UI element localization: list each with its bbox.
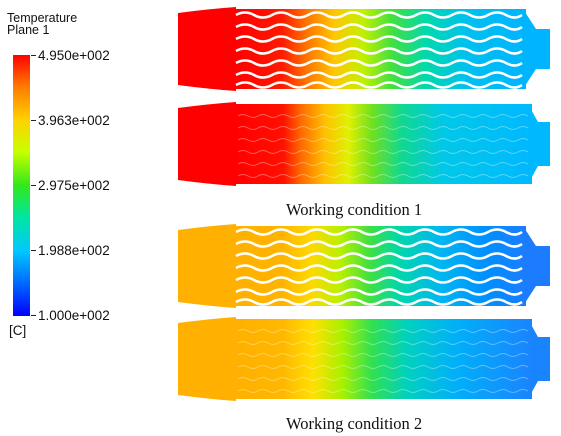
colorbar-label-max: 4.950e+002 bbox=[38, 48, 110, 63]
legend-quantity: Temperature bbox=[7, 11, 78, 25]
colorbar-label: 1.988e+002 bbox=[38, 243, 110, 258]
temperature-colorbar bbox=[13, 55, 30, 316]
colorbar-tick bbox=[31, 185, 36, 186]
legend-title: Temperature Plane 1 bbox=[7, 11, 78, 37]
colorbar-label-min: 1.000e+002 bbox=[38, 308, 110, 323]
caption-condition-1: Working condition 1 bbox=[286, 200, 423, 219]
colorbar-tick bbox=[31, 55, 36, 56]
colorbar-tick bbox=[31, 250, 36, 251]
condition2-wavy-plane bbox=[178, 222, 550, 310]
condition1-section-plane bbox=[178, 100, 550, 188]
colorbar-tick bbox=[31, 315, 36, 316]
colorbar-label: 3.963e+002 bbox=[38, 113, 110, 128]
colorbar-label: 2.975e+002 bbox=[38, 178, 110, 193]
colorbar-tick bbox=[31, 120, 36, 121]
condition2-section-plane bbox=[178, 315, 550, 403]
legend-plane: Plane 1 bbox=[7, 23, 50, 37]
caption-condition-2: Working condition 2 bbox=[286, 414, 423, 433]
colorbar-unit: [C] bbox=[9, 323, 27, 338]
condition1-wavy-plane bbox=[178, 5, 550, 93]
